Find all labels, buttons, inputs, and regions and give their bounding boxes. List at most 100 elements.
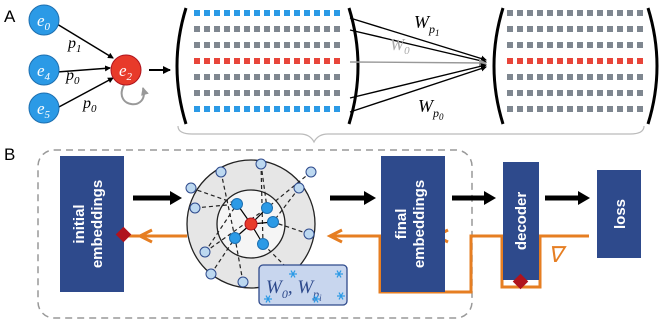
gradient-arrowhead-gnn xyxy=(326,228,343,244)
matrix-cell xyxy=(507,42,513,48)
matrix-cell xyxy=(537,106,543,112)
matrix-cell xyxy=(557,58,563,64)
matrix-cell xyxy=(607,74,613,80)
matrix-cell xyxy=(314,90,320,96)
gnn-outer-node xyxy=(215,166,227,178)
matrix-cell xyxy=(254,10,260,16)
matrix-cell xyxy=(577,106,583,112)
matrix-cell xyxy=(607,42,613,48)
matrix-cell xyxy=(224,42,230,48)
matrix-cell xyxy=(334,58,340,64)
matrix-cell xyxy=(617,58,623,64)
matrix-cell xyxy=(557,42,563,48)
edge-label-p0-top: p0 xyxy=(65,67,80,87)
matrix-cell xyxy=(224,74,230,80)
matrix-cell xyxy=(587,58,593,64)
matrix-cell xyxy=(577,10,583,16)
weight-star xyxy=(265,295,271,303)
right-matrix xyxy=(507,10,643,112)
matrix-cell xyxy=(527,10,533,16)
forward-arrow-3-head xyxy=(484,191,496,205)
matrix-cell xyxy=(314,42,320,48)
gnn-edge xyxy=(260,163,264,245)
matrix-cell xyxy=(294,42,300,48)
weight-star xyxy=(336,270,342,278)
matrix-cell xyxy=(324,26,330,32)
matrix-cell xyxy=(597,90,603,96)
matrix-cell xyxy=(204,26,210,32)
matrix-cell xyxy=(214,90,220,96)
matrix-cell xyxy=(214,74,220,80)
matrix-cell xyxy=(274,42,280,48)
svg-text:e2: e2 xyxy=(119,61,133,83)
matrix-cell xyxy=(517,26,523,32)
matrix-cell xyxy=(577,74,583,80)
loss-box: loss xyxy=(597,170,641,258)
matrix-cell xyxy=(517,106,523,112)
matrix-cell xyxy=(294,10,300,16)
matrix-cell xyxy=(194,10,200,16)
gnn-outer-node xyxy=(237,276,249,288)
matrix-cell xyxy=(224,90,230,96)
matrix-cell xyxy=(587,26,593,32)
matrix-cell xyxy=(194,58,200,64)
edge-label-p0-bottom: p0 xyxy=(82,95,97,115)
gradient-path xyxy=(330,234,589,294)
matrix-cell xyxy=(577,90,583,96)
gnn-edge xyxy=(266,171,312,209)
matrix-cell xyxy=(547,26,553,32)
gnn-inner-node xyxy=(267,216,279,228)
right-matrix-open-paren xyxy=(492,7,505,125)
panel-a-label: A xyxy=(4,7,16,26)
matrix-cell xyxy=(214,10,220,16)
left-matrix xyxy=(194,10,340,112)
matrix-cell xyxy=(194,106,200,112)
matrix-cell xyxy=(627,58,633,64)
matrix-cell xyxy=(567,90,573,96)
matrix-cell xyxy=(194,90,200,96)
left-matrix-open-paren xyxy=(175,7,188,125)
matrix-cell xyxy=(597,74,603,80)
matrix-cell xyxy=(627,74,633,80)
svg-text:finalembeddings: finalembeddings xyxy=(393,180,428,268)
gnn-inner-node xyxy=(261,202,273,214)
matrix-cell xyxy=(324,74,330,80)
matrix-cell xyxy=(567,10,573,16)
gnn-outer-node xyxy=(189,202,201,214)
gnn-edge xyxy=(190,187,238,205)
matrix-cell xyxy=(224,10,230,16)
matrix-cell xyxy=(304,10,310,16)
matrix-cell xyxy=(527,90,533,96)
matrix-cell xyxy=(587,74,593,80)
model-dashed-box xyxy=(37,149,473,319)
matrix-cell xyxy=(294,58,300,64)
matrix-cell xyxy=(537,10,543,16)
matrix-cell xyxy=(194,26,200,32)
matrix-cell xyxy=(527,42,533,48)
matrix-cell xyxy=(617,106,623,112)
initial-embeddings-box: initialembeddings xyxy=(60,156,124,292)
weight-star xyxy=(338,292,344,300)
matrix-cell xyxy=(204,58,210,64)
matrix-cell xyxy=(517,90,523,96)
weight-label-w0: W0 xyxy=(390,35,410,57)
matrix-cell xyxy=(214,26,220,32)
matrix-cell xyxy=(537,58,543,64)
matrix-cell xyxy=(507,58,513,64)
matrix-cell xyxy=(244,74,250,80)
matrix-cell xyxy=(547,90,553,96)
matrix-cell xyxy=(637,42,643,48)
panel-a-brace xyxy=(177,125,645,144)
svg-text:W0, Wpi: W0, Wpi xyxy=(266,277,322,303)
gnn-edge xyxy=(272,187,300,223)
matrix-cell xyxy=(304,26,310,32)
gradient-arrowhead-initial xyxy=(136,228,153,244)
matrix-cell xyxy=(244,58,250,64)
matrix-cell xyxy=(334,90,340,96)
matrix-cell xyxy=(527,74,533,80)
matrix-cell xyxy=(637,106,643,112)
matrix-cell xyxy=(617,90,623,96)
matrix-cell xyxy=(284,42,290,48)
matrix-cell xyxy=(304,74,310,80)
